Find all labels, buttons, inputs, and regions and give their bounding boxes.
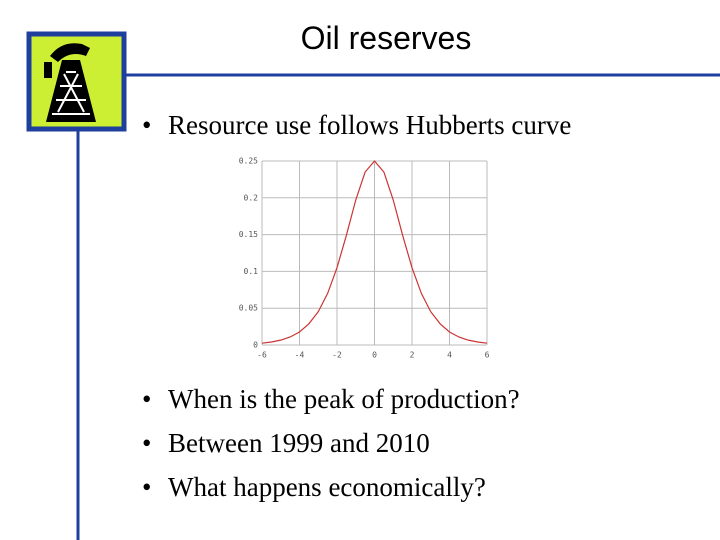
slide-title: Oil reserves	[301, 20, 472, 56]
bullet-marker: •	[142, 384, 151, 414]
x-tick-label: -2	[332, 351, 342, 360]
bullet-text: Between 1999 and 2010	[168, 428, 430, 458]
bullet-text: What happens economically?	[168, 472, 486, 502]
y-tick-label: 0.25	[239, 157, 258, 166]
x-tick-label: -4	[295, 351, 305, 360]
y-tick-label: 0.15	[239, 230, 258, 239]
bullet-marker: •	[142, 428, 151, 458]
y-tick-label: 0	[253, 341, 258, 350]
bullet-marker: •	[142, 472, 151, 502]
y-tick-label: 0.1	[244, 267, 259, 276]
bullet-text: When is the peak of production?	[168, 384, 520, 414]
chart: 0 0.05 0.1 0.15 0.2 0.25 -6 -4 -2 0 2 4 6	[239, 157, 490, 360]
x-tick-label: -6	[257, 351, 267, 360]
x-tick-label: 4	[447, 351, 452, 360]
curve	[261, 160, 488, 344]
logo	[26, 31, 127, 132]
y-tick-label: 0.2	[244, 193, 259, 202]
x-tick-label: 6	[485, 351, 490, 360]
x-tick-label: 2	[410, 351, 415, 360]
y-tick-label: 0.05	[239, 304, 258, 313]
bullet-text: Resource use follows Hubberts curve	[168, 110, 571, 140]
x-tick-label: 0	[372, 351, 377, 360]
bullet-marker: •	[142, 110, 151, 140]
